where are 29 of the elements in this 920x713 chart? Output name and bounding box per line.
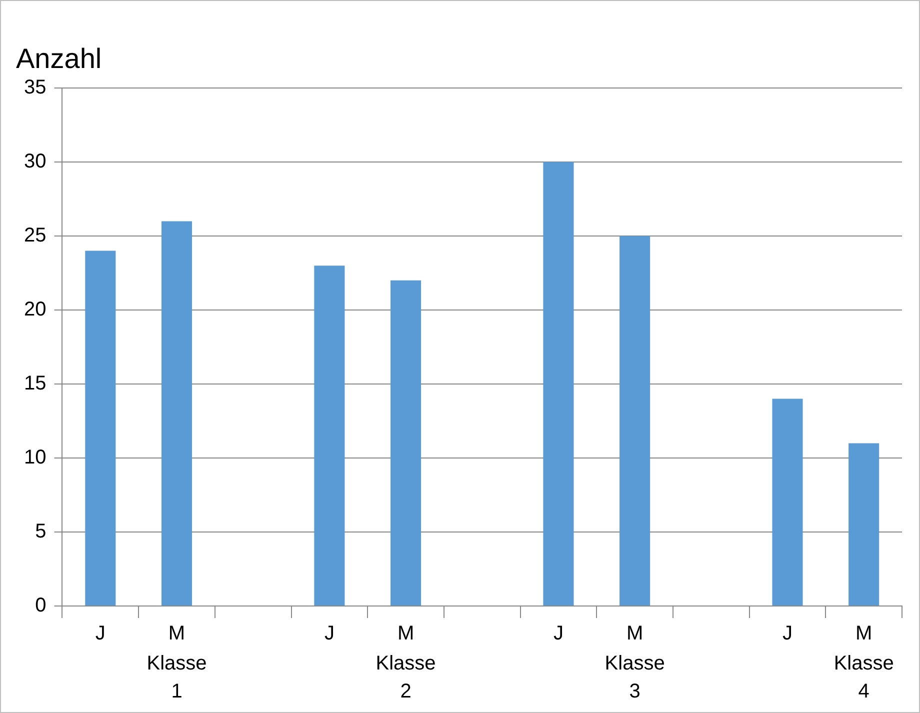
bar (390, 280, 422, 606)
bar (620, 236, 650, 606)
y-tick-label: 30 (24, 150, 46, 173)
x-tick-label: M (168, 622, 186, 645)
x-tick-label: M (397, 622, 414, 645)
y-tick-label: 5 (35, 520, 46, 543)
x-tick-label: J (782, 622, 792, 645)
x-tick-label: M (855, 622, 872, 645)
text: Klasse 2 (376, 652, 436, 703)
y-tick-label: 35 (24, 76, 46, 99)
text: Klasse 4 (834, 652, 894, 703)
bar (848, 443, 880, 606)
x-tick-label: M (626, 622, 644, 645)
text: Klasse 3 (604, 652, 665, 703)
bar (772, 398, 803, 606)
y-axis-title: Anzahl (16, 43, 102, 74)
y-tick-label: 25 (24, 224, 46, 247)
x-tick-label: J (324, 622, 334, 645)
bar (85, 250, 116, 606)
bar (543, 162, 574, 606)
text: Klasse 1 (146, 652, 207, 703)
x-tick-label: J (95, 622, 106, 645)
y-tick-label: 15 (24, 372, 46, 395)
x-tick-label: J (553, 622, 564, 645)
bar (161, 221, 192, 606)
bar (314, 266, 345, 606)
y-tick-label: 20 (24, 298, 46, 321)
y-tick-label: 0 (35, 594, 46, 617)
y-tick-label: 10 (24, 446, 46, 469)
